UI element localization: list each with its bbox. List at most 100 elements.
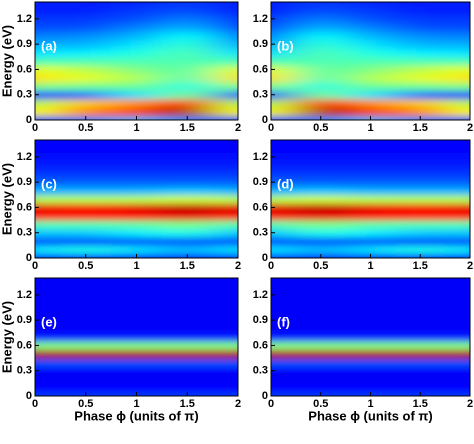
heatmap-cell	[295, 107, 347, 117]
heatmap-cell	[345, 144, 396, 154]
heatmap-cell	[161, 236, 214, 246]
heatmap-cell	[212, 391, 238, 396]
y-tick-label: 0.6	[253, 339, 268, 351]
heatmap-cell	[60, 73, 112, 83]
heatmap-cell	[445, 278, 470, 283]
heatmap-cell	[35, 236, 61, 246]
heatmap-cell	[212, 299, 238, 308]
heatmap-cell	[271, 282, 297, 292]
heatmap-cell	[212, 245, 238, 255]
x-tick-label: 2	[235, 398, 241, 410]
heatmap-cell	[60, 349, 112, 359]
heatmap-cell	[35, 144, 61, 154]
heatmap-cell	[395, 383, 446, 393]
heatmap-cell	[60, 228, 112, 238]
heatmap-cell	[295, 90, 347, 100]
heatmap-cell	[60, 186, 112, 196]
heatmap-cell	[345, 315, 396, 325]
heatmap-cell	[60, 315, 112, 325]
heatmap-cell	[35, 391, 61, 396]
heatmap-cell	[395, 14, 446, 24]
heatmap-cell	[445, 6, 470, 16]
heatmap-cell	[60, 161, 112, 170]
y-tick-label: 1.2	[253, 13, 268, 25]
heatmap-cell	[60, 236, 112, 246]
heatmap-cell	[271, 152, 297, 162]
heatmap-cell	[60, 39, 112, 49]
heatmap-cell	[445, 31, 470, 41]
heatmap-cell	[60, 374, 112, 384]
heatmap-cell	[35, 186, 61, 196]
heatmap-cell	[111, 186, 163, 196]
y-tick-label: 0.6	[17, 201, 32, 213]
heatmap-cell	[212, 341, 238, 351]
heatmap-cell	[35, 278, 61, 283]
heatmap-cell	[295, 245, 347, 255]
heatmap-cell	[445, 220, 470, 229]
heatmap-cell	[111, 307, 163, 317]
heatmap-cell	[271, 211, 297, 221]
heatmap-cell	[345, 220, 396, 229]
heatmap-cell	[35, 65, 61, 75]
heatmap-cell	[295, 161, 347, 170]
heatmap-cell	[111, 2, 163, 7]
heatmap-cell	[35, 228, 61, 238]
heatmap-cell	[445, 307, 470, 317]
x-tick-label: 0.5	[78, 122, 93, 134]
heatmap-cell	[212, 6, 238, 16]
heatmap-cell	[271, 383, 297, 393]
heatmap-cell	[395, 39, 446, 49]
heatmap-cell	[445, 349, 470, 359]
heatmap-cell	[295, 2, 347, 7]
heatmap-cell	[35, 115, 61, 120]
x-tick-label: 0.5	[313, 260, 328, 272]
heatmap-cell	[35, 177, 61, 187]
y-tick-label: 1.2	[17, 151, 32, 163]
heatmap-cell	[271, 144, 297, 154]
heatmap-cell	[271, 31, 297, 41]
heatmap-cell	[295, 31, 347, 41]
heatmap-cell	[60, 140, 112, 145]
heatmap-cell	[395, 186, 446, 196]
x-tick-label: 0.5	[78, 398, 93, 410]
heatmap-cell	[111, 161, 163, 170]
heatmap-cell	[345, 211, 396, 221]
heatmap-cell	[212, 211, 238, 221]
heatmap-cell	[60, 14, 112, 24]
heatmap-cell	[445, 48, 470, 58]
heatmap-cell	[60, 290, 112, 300]
heatmap-cell	[35, 6, 61, 16]
heatmap-cell	[445, 65, 470, 75]
heatmap-cell	[395, 73, 446, 83]
x-tick-label: 0.5	[313, 122, 328, 134]
heatmap-panel	[271, 278, 470, 396]
heatmap-panel	[271, 2, 470, 120]
heatmap-cell	[295, 194, 347, 204]
heatmap-cell	[212, 31, 238, 41]
heatmap-panel	[35, 2, 238, 120]
x-axis-label: Phase ϕ (units of π)	[308, 408, 432, 423]
heatmap-cell	[271, 82, 297, 91]
heatmap-cell	[60, 220, 112, 229]
y-tick-label: 1.2	[253, 151, 268, 163]
heatmap-cell	[345, 236, 396, 246]
heatmap-cell	[111, 282, 163, 292]
heatmap-cell	[271, 169, 297, 179]
heatmap-cell	[35, 332, 61, 342]
heatmap-cell	[445, 177, 470, 187]
heatmap-cell	[445, 186, 470, 196]
heatmap-cell	[345, 169, 396, 179]
heatmap-cell	[161, 324, 214, 334]
heatmap-cell	[395, 245, 446, 255]
heatmap-cell	[295, 220, 347, 229]
heatmap-cell	[212, 140, 238, 145]
heatmap-cell	[395, 341, 446, 351]
heatmap-cell	[212, 65, 238, 75]
heatmap-cell	[395, 161, 446, 170]
heatmap-cell	[60, 341, 112, 351]
heatmap-cell	[345, 73, 396, 83]
heatmap-cell	[60, 282, 112, 292]
heatmap-cell	[161, 374, 214, 384]
heatmap-cell	[271, 290, 297, 300]
heatmap-cell	[295, 73, 347, 83]
